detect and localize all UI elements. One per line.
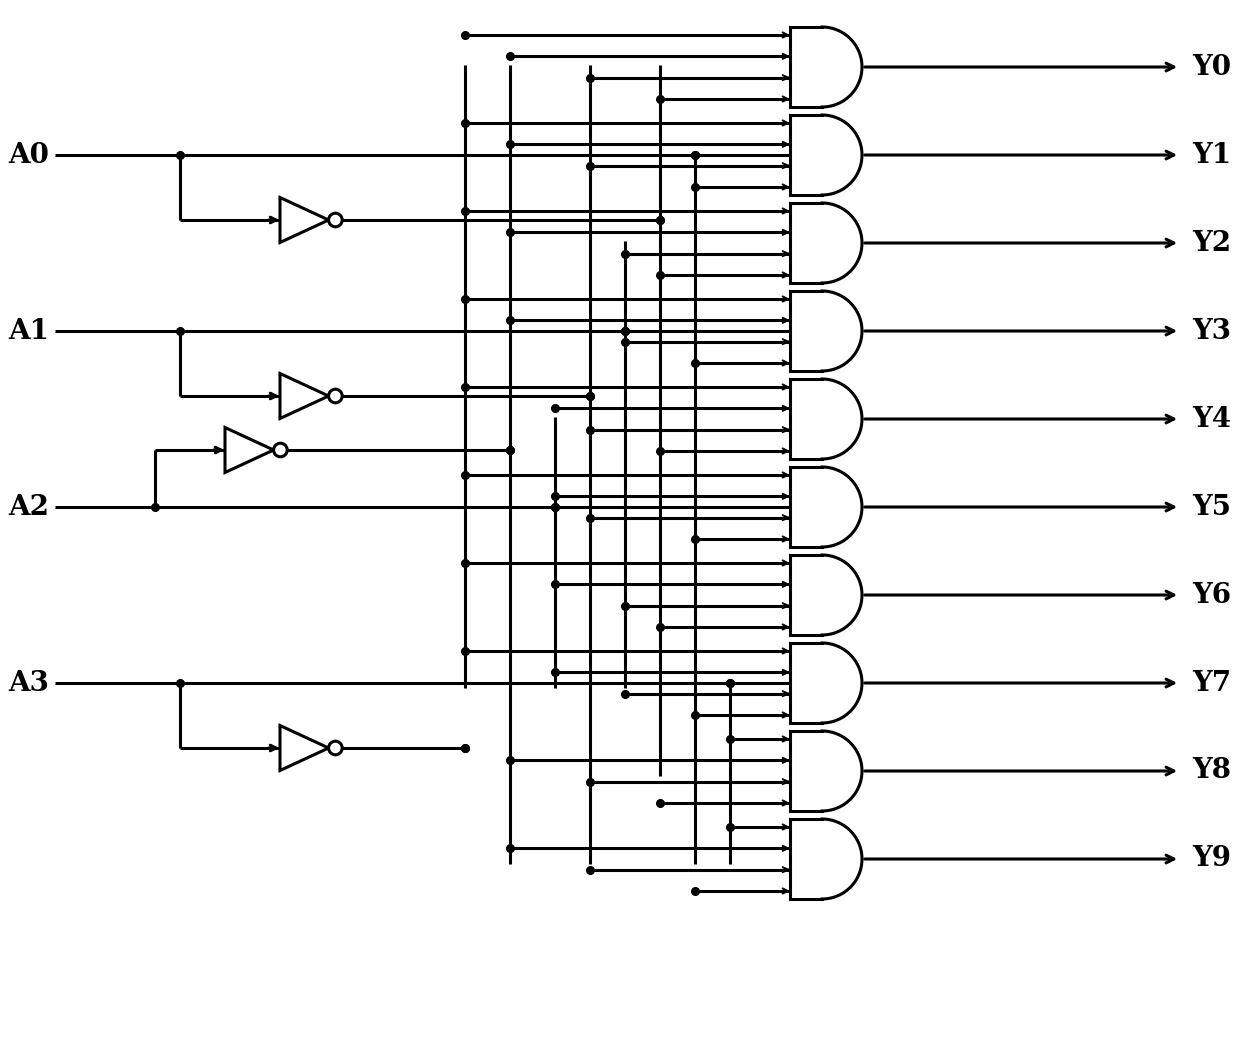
Circle shape	[329, 213, 342, 227]
Text: A3: A3	[7, 670, 48, 697]
Circle shape	[329, 389, 342, 402]
Text: Y7: Y7	[1192, 670, 1231, 697]
Text: Y5: Y5	[1192, 493, 1231, 520]
Text: A2: A2	[7, 493, 50, 520]
Circle shape	[274, 443, 288, 457]
Circle shape	[329, 741, 342, 754]
Text: Y3: Y3	[1192, 318, 1231, 345]
Text: A1: A1	[7, 318, 50, 345]
Text: A0: A0	[7, 141, 48, 168]
Text: Y1: Y1	[1192, 141, 1231, 168]
Text: Y8: Y8	[1192, 758, 1231, 785]
Text: Y9: Y9	[1192, 845, 1231, 873]
Text: Y4: Y4	[1192, 405, 1231, 433]
Text: Y0: Y0	[1192, 53, 1231, 80]
Text: Y6: Y6	[1192, 581, 1231, 608]
Text: Y2: Y2	[1192, 230, 1231, 256]
